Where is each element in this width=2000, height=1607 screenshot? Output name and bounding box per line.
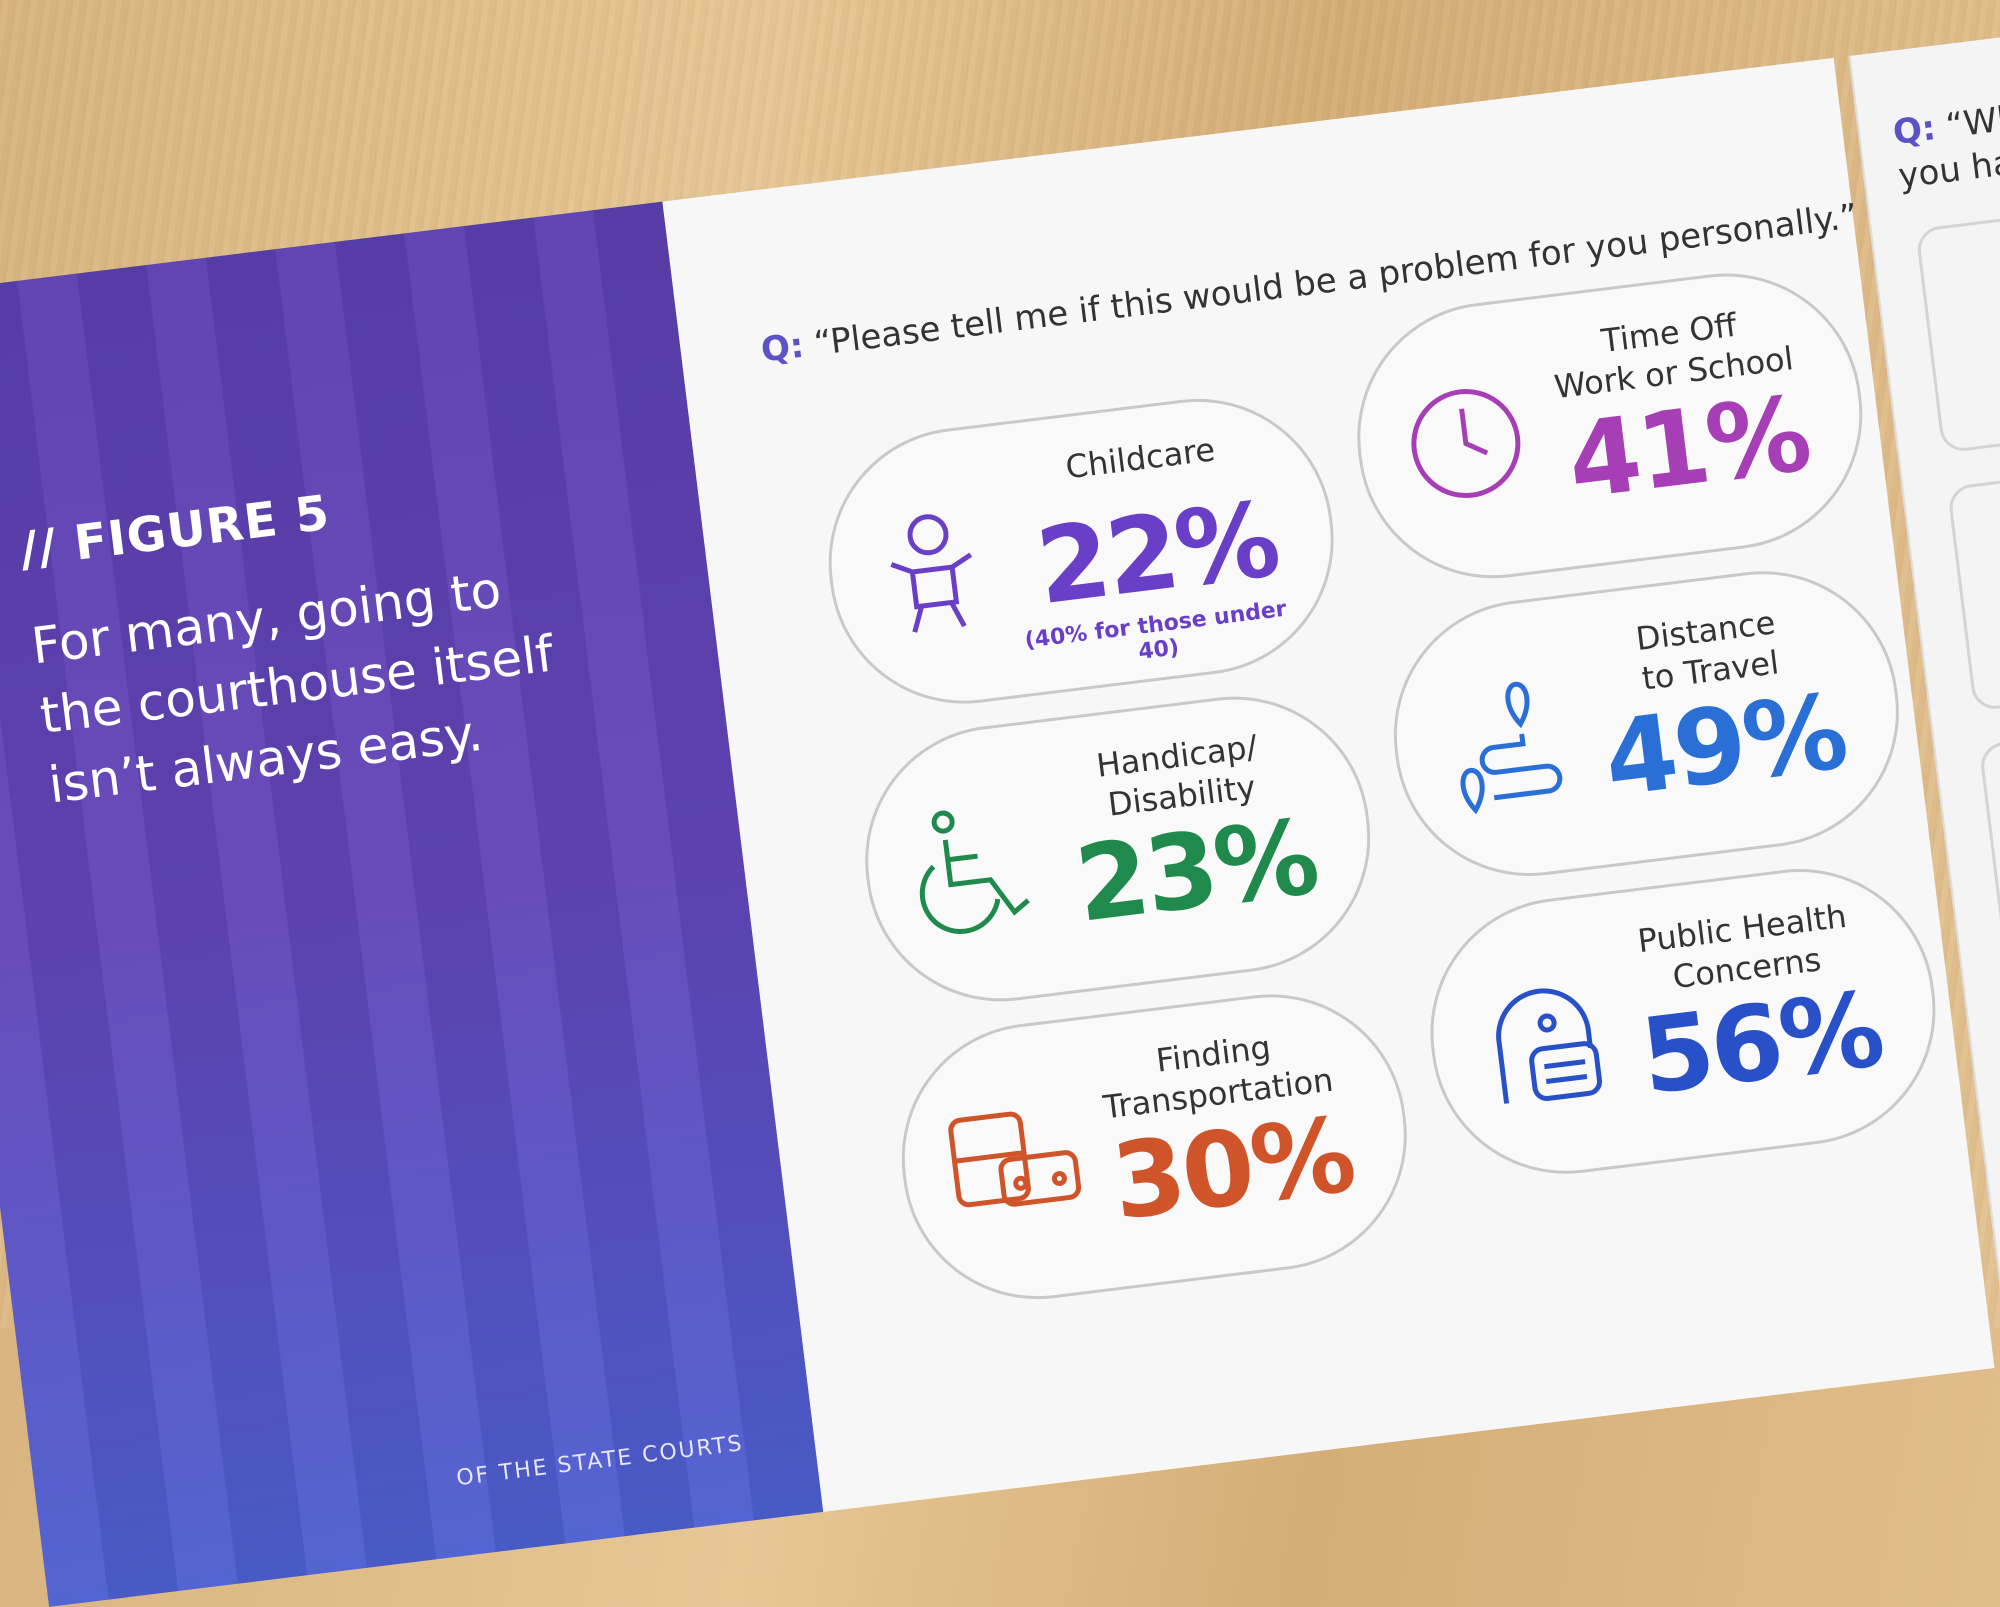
card: Handicap/Disability 23%	[849, 681, 1386, 1017]
wheelchair-icon	[919, 810, 1030, 934]
vehicles-icon	[948, 1111, 1082, 1208]
card: Childcare 22% (40% for those under 40)	[813, 383, 1350, 720]
route-icon	[1460, 681, 1563, 815]
question-prefix: Q:	[1890, 108, 1938, 153]
card: Distance to Travel 49%	[1378, 555, 1915, 892]
card: Finding Transportation 30%	[886, 978, 1423, 1315]
card: Time Off Work or School 41%	[1341, 258, 1878, 594]
mask-icon	[1496, 988, 1603, 1104]
card: Public Health Concerns 56%	[1415, 853, 1951, 1190]
clock-icon	[1411, 389, 1521, 499]
question-prefix: Q:	[758, 325, 806, 371]
baby-icon	[890, 514, 973, 633]
